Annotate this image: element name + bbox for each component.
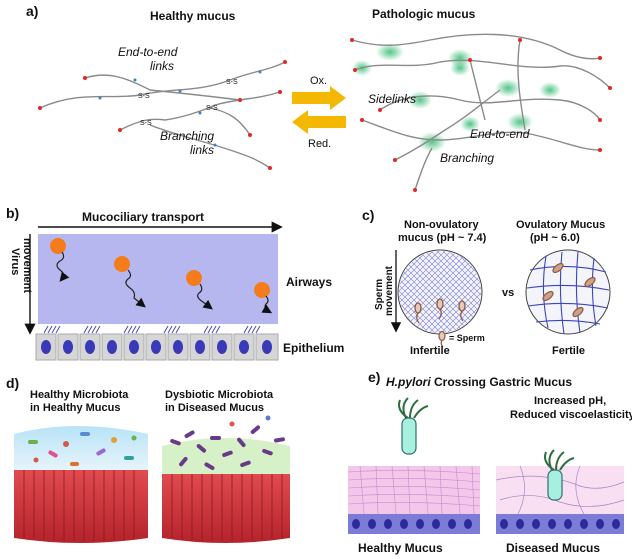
sperm-icon: [414, 298, 466, 324]
diseased-mucus-label: Diseased Mucus: [506, 541, 600, 555]
panel-b-label: b): [6, 205, 19, 221]
airways-label: Airways: [286, 275, 332, 289]
diseased-gastric-epithelium: [496, 514, 624, 534]
virus-icon: [186, 270, 213, 310]
airway-mucus-layer: [38, 234, 278, 324]
movement-label: movement: [21, 238, 33, 293]
hpylori-label: H.pylori: [386, 375, 431, 389]
infertile-label: Infertile: [410, 345, 450, 357]
virus-label: Virus: [9, 248, 21, 275]
dysbiotic-microbiota-label-1: Dysbiotic Microbiota: [165, 389, 274, 401]
dense-mesh: [399, 251, 481, 333]
healthy-microbiota-label-1: Healthy Microbiota: [30, 389, 129, 401]
red-label: Red.: [308, 138, 331, 150]
pathologic-strand-dots: [350, 38, 612, 192]
non-ovulatory-label-1: Non-ovulatory: [404, 219, 479, 231]
reduction-arrow-icon: [292, 110, 346, 134]
ovulatory-label-2: (pH ~ 6.0): [530, 232, 580, 244]
healthy-mucin-strands: [39, 61, 286, 169]
cilia: [43, 325, 261, 334]
healthy-strand-dots: [38, 60, 287, 170]
end-to-end-label-1: End-to-end: [118, 45, 178, 59]
healthy-gastric-mesh: [347, 465, 481, 515]
healthy-disulfide-bonds: S-S S-S S-S S-S: [138, 79, 238, 127]
branching-path-label: Branching: [440, 151, 494, 165]
ss-bond: S-S: [206, 105, 218, 112]
hpylori-bacterium-icon: [544, 449, 575, 501]
healthy-microbiota-label-2: in Healthy Mucus: [30, 402, 120, 414]
virus-icon: [50, 238, 70, 282]
diseased-tissue-cells: [171, 474, 283, 541]
sperm-icon: [542, 262, 596, 318]
dysbiotic-bacteria: [170, 415, 285, 470]
healthy-bacteria: [28, 432, 137, 466]
panel-d-label: d): [6, 375, 19, 391]
crossing-label: Crossing Gastric Mucus: [431, 375, 573, 389]
end-to-end-label-2: links: [150, 59, 174, 73]
panel-a-label: a): [26, 3, 38, 19]
increased-ph-label: Increased pH,: [534, 395, 606, 407]
pathologic-mucus-title: Pathologic mucus: [372, 7, 476, 21]
healthy-tissue-cells: [23, 470, 135, 541]
panel-c-label: c): [362, 207, 374, 223]
hpylori-bacterium-icon: [398, 397, 429, 455]
ss-bond: S-S: [138, 93, 150, 100]
sperm-legend-label: = Sperm: [449, 333, 485, 343]
oxidation-arrow-icon: [292, 86, 346, 110]
pathologic-mucin-strands: [351, 33, 611, 191]
end-to-end-path-label: End-to-end: [470, 127, 530, 141]
sperm-legend-icon: [438, 330, 446, 348]
epithelium-label: Epithelium: [283, 341, 344, 355]
fertile-label: Fertile: [552, 345, 585, 357]
ss-bond: S-S: [226, 79, 238, 86]
ovulatory-label-1: Ovulatory Mucus: [516, 219, 605, 231]
healthy-gastric-epithelium: [348, 514, 480, 534]
epithelial-cells: [35, 333, 279, 361]
mucociliary-transport-label: Mucociliary transport: [82, 210, 204, 224]
panel-e-label: e): [368, 369, 380, 385]
panel-e: e) H.pylori Crossing Gastric Mucus Incre…: [347, 369, 632, 555]
healthy-mucus-label: Healthy Mucus: [358, 541, 443, 555]
sidelinks-label: Sidelinks: [368, 92, 416, 106]
healthy-intestinal-tissue: [14, 470, 148, 543]
pathologic-crosslink-glows: [352, 43, 561, 152]
healthy-gastric-nuclei: [352, 519, 472, 529]
sperm-label: Sperm: [374, 279, 385, 310]
branching-label-2: links: [190, 143, 214, 157]
dysbiotic-microbiota-label-2: in Diseased Mucus: [165, 402, 264, 414]
virus-icon: [114, 256, 146, 308]
healthy-gastric-mucus: [348, 466, 480, 514]
panel-e-title: H.pylori Crossing Gastric Mucus: [386, 375, 572, 389]
diseased-intestinal-tissue: [162, 474, 290, 543]
non-ovulatory-label-2: mucus (pH ~ 7.4): [398, 232, 487, 244]
sperm-movement-label: movement: [384, 265, 395, 316]
panel-b: b) Mucociliary transport Virus movement: [6, 205, 344, 361]
branching-label-1: Branching: [160, 129, 214, 143]
loose-mucus-mesh: [525, 249, 611, 335]
vs-label: vs: [502, 287, 514, 299]
diseased-gastric-nuclei: [500, 519, 620, 529]
diseased-gastric-mesh: [495, 465, 625, 515]
ss-bond: S-S: [140, 120, 152, 127]
virus-icon: [254, 282, 273, 314]
reduced-viscoelasticity-label: Reduced viscoelasticity: [510, 409, 632, 421]
healthy-mucus-title: Healthy mucus: [150, 9, 236, 23]
panel-c: c) Non-ovulatory mucus (pH ~ 7.4) Ovulat…: [362, 207, 611, 357]
healthy-mucus-layer: [14, 426, 148, 470]
panel-a: a) Healthy mucus Pathologic mucus S-S S-…: [26, 3, 612, 192]
ox-label: Ox.: [310, 75, 327, 87]
panel-d: d) Healthy Microbiota in Healthy Mucus D…: [6, 375, 290, 543]
